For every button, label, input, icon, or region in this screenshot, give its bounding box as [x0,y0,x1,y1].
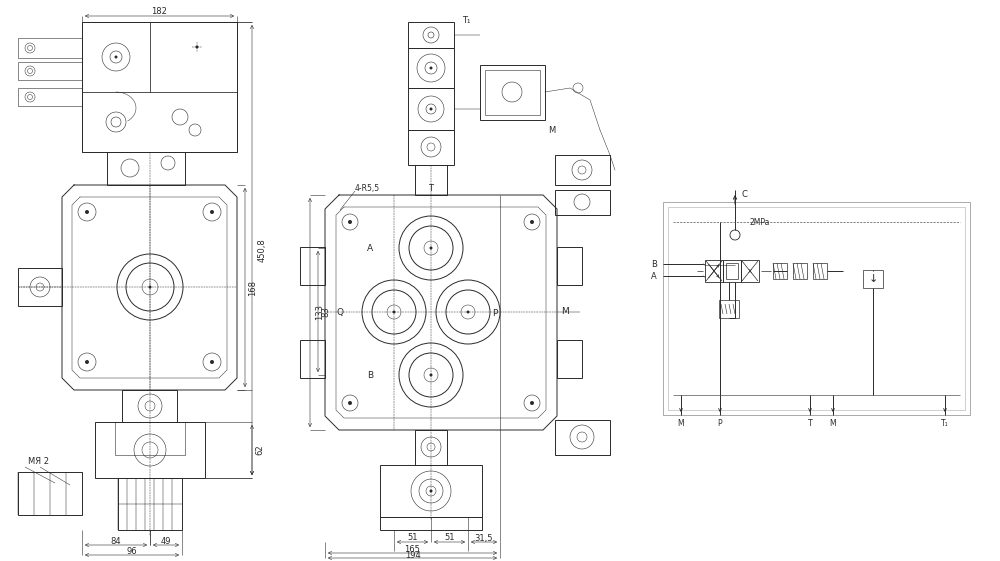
Circle shape [530,220,534,224]
Text: A: A [651,272,657,280]
Text: ↓: ↓ [868,274,878,284]
Circle shape [114,56,118,58]
Text: 2MPa: 2MPa [750,218,770,227]
Text: A: A [367,243,373,252]
Bar [705,260,723,282]
Bar [115,422,185,455]
Circle shape [530,401,534,405]
Bar [95,422,205,478]
Text: T: T [428,183,434,192]
Text: 83: 83 [322,306,330,317]
Text: M: M [678,419,684,427]
Bar [793,263,807,279]
Bar [663,202,970,415]
Circle shape [85,210,89,214]
Text: Q: Q [336,307,344,316]
Text: 133: 133 [316,305,324,320]
Bar [813,263,827,279]
Text: B: B [367,370,373,379]
Text: B: B [651,260,657,269]
Bar [557,247,582,285]
Bar [408,22,454,48]
Bar [82,22,237,152]
Circle shape [210,210,214,214]
Text: 84: 84 [111,536,121,545]
Bar [719,300,739,318]
Text: 194: 194 [405,550,420,559]
Text: 4-R5,5: 4-R5,5 [355,183,380,192]
Text: M: M [830,419,836,427]
Bar [668,207,965,410]
Bar [18,88,82,106]
Bar [555,190,610,215]
Bar [863,270,883,288]
Text: 51: 51 [407,534,418,542]
Bar [415,430,447,465]
Bar [18,62,82,80]
Text: M: M [548,126,555,135]
Text: T: T [808,419,812,427]
Bar [18,472,82,515]
Text: M: M [561,307,569,316]
Bar [18,38,82,58]
Text: 165: 165 [405,545,420,554]
Bar [480,65,545,120]
Text: T₁: T₁ [462,16,470,25]
Text: 49: 49 [161,536,171,545]
Text: 450,8: 450,8 [258,238,266,262]
Bar [415,165,447,195]
Bar [408,130,454,165]
Text: MЯ 2: MЯ 2 [28,458,49,467]
Circle shape [430,67,432,70]
Circle shape [430,374,432,376]
Bar [555,420,610,455]
Bar [557,340,582,378]
Circle shape [348,220,352,224]
Circle shape [430,246,432,250]
Circle shape [392,310,396,314]
Bar [150,22,237,92]
Circle shape [430,490,432,493]
Text: 182: 182 [152,7,167,16]
Bar [300,247,325,285]
Circle shape [348,401,352,405]
Bar [82,22,150,92]
Bar [122,390,177,422]
Bar [380,465,482,517]
Bar [18,268,62,306]
Bar [300,340,325,378]
Circle shape [430,108,432,111]
Bar [485,70,540,115]
Bar [555,155,610,185]
Circle shape [466,310,470,314]
Text: 96: 96 [127,546,137,555]
Text: C: C [741,190,747,199]
Text: P: P [718,419,722,427]
Bar [741,260,759,282]
Bar [773,263,787,279]
Bar [408,48,454,88]
Text: T₁: T₁ [941,419,949,427]
Circle shape [148,286,152,288]
Text: 31,5: 31,5 [475,534,493,542]
Circle shape [210,360,214,364]
Circle shape [196,45,198,48]
Text: 51: 51 [444,534,455,542]
Text: 62: 62 [256,445,264,456]
Bar [118,478,182,530]
Text: 168: 168 [248,279,258,296]
Text: P: P [492,310,498,319]
Bar [380,517,482,530]
Circle shape [85,360,89,364]
Bar [723,260,741,282]
Bar [408,88,454,130]
Bar [82,92,237,152]
Bar [107,152,185,185]
Text: X: X [748,269,752,274]
